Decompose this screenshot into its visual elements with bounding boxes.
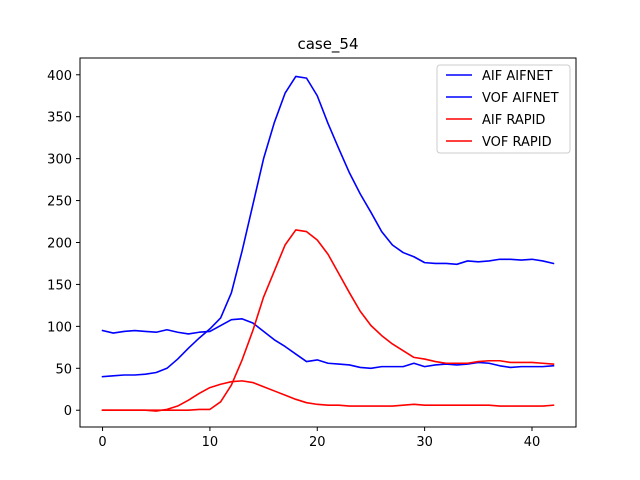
y-tick-label: 150 [47, 278, 72, 293]
y-tick-label: 50 [55, 362, 72, 377]
series-line-vof-rapid [101, 380, 555, 412]
legend-label: VOF AIFNET [482, 91, 559, 106]
y-tick-label: 250 [47, 195, 72, 210]
x-tick-label: 0 [98, 435, 106, 450]
series-line-vof-aifnet [101, 318, 555, 370]
y-tick-label: 0 [64, 404, 72, 419]
y-tick-label: 300 [47, 153, 72, 168]
legend-label: VOF RAPID [482, 135, 552, 150]
x-tick-label: 30 [416, 435, 433, 450]
series-line-aif-aifnet [101, 75, 555, 378]
y-tick-label: 200 [47, 237, 72, 252]
series-line-aif-rapid [101, 229, 555, 412]
chart-title: case_54 [297, 35, 358, 54]
y-tick-label: 100 [47, 320, 72, 335]
x-tick-label: 10 [202, 435, 219, 450]
y-tick-label: 400 [47, 69, 72, 84]
legend-label: AIF RAPID [482, 113, 545, 128]
y-tick-label: 350 [47, 111, 72, 126]
legend: AIF AIFNET VOF AIFNET AIF RAPID VOF RAPID [436, 64, 571, 154]
x-tick-label: 20 [309, 435, 326, 450]
legend-label: AIF AIFNET [482, 69, 552, 84]
x-tick-label: 40 [524, 435, 541, 450]
legend-box [436, 64, 571, 154]
